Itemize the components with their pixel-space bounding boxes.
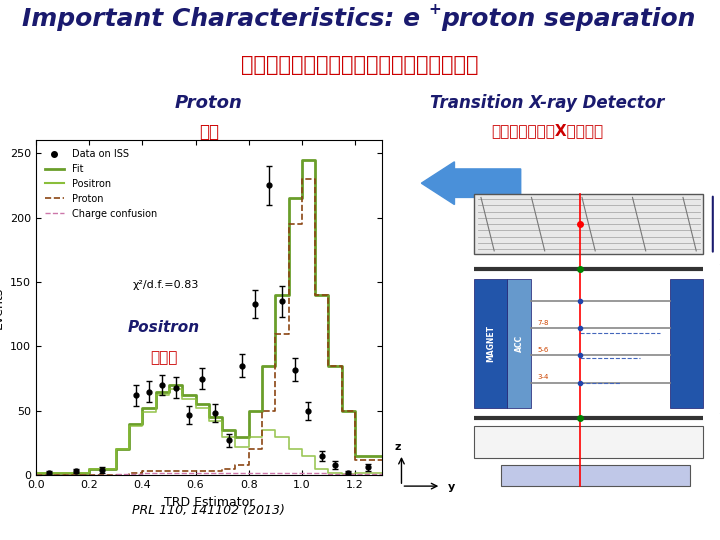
Text: χ²/d.f.=0.83: χ²/d.f.=0.83 bbox=[132, 280, 199, 290]
FancyArrow shape bbox=[421, 162, 521, 205]
FancyBboxPatch shape bbox=[474, 426, 703, 457]
Text: 陽子: 陽子 bbox=[199, 123, 219, 141]
Legend: Data on ISS, Fit, Positron, Proton, Charge confusion: Data on ISS, Fit, Positron, Proton, Char… bbox=[41, 145, 161, 222]
FancyBboxPatch shape bbox=[474, 194, 703, 254]
Text: +: + bbox=[428, 2, 441, 17]
FancyBboxPatch shape bbox=[508, 279, 531, 408]
Text: トランジションX線検出器: トランジションX線検出器 bbox=[491, 123, 603, 138]
Text: 5-6: 5-6 bbox=[537, 347, 549, 353]
Text: Important Characteristics: e: Important Characteristics: e bbox=[22, 8, 420, 31]
Text: z: z bbox=[395, 442, 401, 453]
FancyBboxPatch shape bbox=[501, 465, 690, 486]
Text: PRL 110, 141102 (2013): PRL 110, 141102 (2013) bbox=[132, 504, 285, 517]
Text: 重要な検出器の性能：陽電子と陽子の分離: 重要な検出器の性能：陽電子と陽子の分離 bbox=[241, 55, 479, 75]
Text: MAGNET: MAGNET bbox=[487, 325, 495, 362]
FancyBboxPatch shape bbox=[670, 279, 703, 408]
Text: y: y bbox=[448, 482, 455, 492]
Text: 7-8: 7-8 bbox=[537, 320, 549, 326]
FancyBboxPatch shape bbox=[474, 279, 508, 408]
Text: Proton: Proton bbox=[175, 94, 243, 112]
Y-axis label: Events: Events bbox=[0, 287, 4, 329]
Text: Positron: Positron bbox=[128, 320, 200, 335]
Text: 陽電子: 陽電子 bbox=[150, 350, 178, 366]
Text: 3-4: 3-4 bbox=[537, 374, 549, 380]
Text: proton separation: proton separation bbox=[441, 8, 696, 31]
Text: Transition X-ray Detector: Transition X-ray Detector bbox=[430, 94, 665, 112]
Text: ACC: ACC bbox=[515, 335, 523, 352]
X-axis label: TRD Estimator: TRD Estimator bbox=[163, 496, 254, 509]
